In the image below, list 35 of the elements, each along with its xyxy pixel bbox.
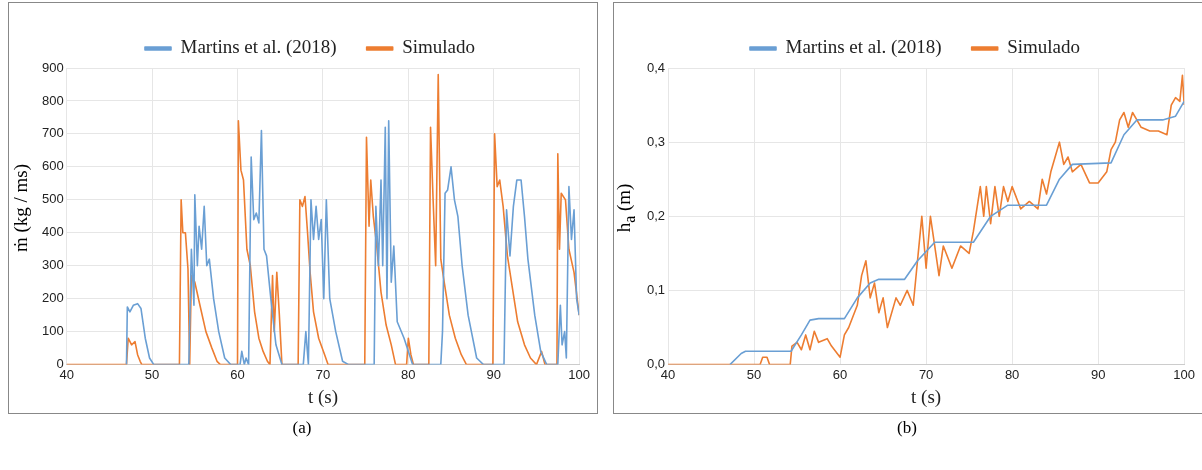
y-tick-label: 0,3 (646, 133, 666, 149)
y-tick-label: 200 (41, 290, 64, 306)
y-tick-label: 0,4 (646, 59, 666, 75)
x-tick-label: 100 (1173, 366, 1196, 382)
x-tick-label: 70 (315, 366, 331, 382)
y-tick-label: 500 (41, 191, 64, 207)
x-tick-label: 90 (486, 366, 501, 382)
y-tick-label: 0,2 (646, 207, 666, 223)
y-tick-label: 800 (41, 92, 64, 108)
legend-label: Martins et al. (2018) (180, 36, 337, 59)
x-tick-label: 70 (918, 366, 934, 382)
legend-label: Simulado (1007, 36, 1081, 58)
y-tick-label: 400 (41, 224, 64, 240)
y-tick-label: 300 (41, 257, 64, 273)
x-tick-label: 90 (1090, 366, 1106, 382)
x-tick-label: 50 (144, 366, 160, 382)
x-tick-label: 100 (568, 366, 591, 382)
y-tick-label: 0 (56, 356, 64, 372)
x-axis-title: t (s) (911, 385, 942, 408)
text: (b) (896, 418, 918, 438)
text: (a) (291, 418, 313, 438)
x-tick-label: 60 (230, 366, 245, 382)
y-tick-label: 100 (41, 323, 64, 339)
x-tick-label: 80 (401, 366, 416, 382)
y-tick-label: 900 (41, 59, 64, 75)
y-axis-title: ṁ (kg / ms) (10, 163, 33, 253)
legend-label: Simulado (402, 36, 476, 58)
x-tick-label: 80 (1004, 366, 1020, 382)
x-tick-label: 60 (832, 366, 848, 382)
y-tick-label: 0,1 (646, 282, 666, 298)
y-tick-label: 700 (41, 125, 64, 141)
legend-label: Martins et al. (2018) (785, 36, 942, 59)
x-tick-label: 50 (746, 366, 762, 382)
x-axis-title: t (s) (307, 385, 338, 408)
y-tick-label: 600 (41, 158, 64, 174)
